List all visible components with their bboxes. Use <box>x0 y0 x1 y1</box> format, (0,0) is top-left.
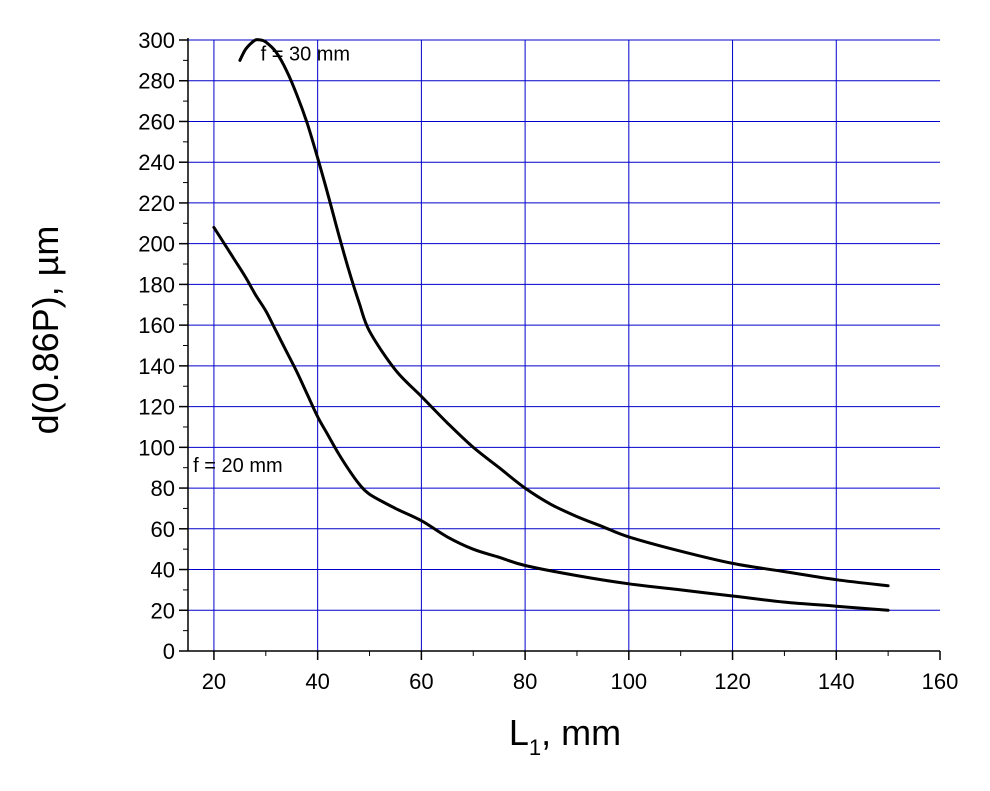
y-tick-label: 120 <box>138 395 175 420</box>
y-tick-label: 100 <box>138 435 175 460</box>
series-line-f30 <box>238 38 890 588</box>
x-tick-label: 160 <box>922 669 959 694</box>
x-tick-label: 40 <box>305 669 329 694</box>
x-axis-title-suffix: , mm <box>541 712 621 753</box>
y-tick-label: 260 <box>138 109 175 134</box>
y-tick-label: 20 <box>151 598 175 623</box>
x-tick-label: 100 <box>610 669 647 694</box>
y-tick-label: 60 <box>151 517 175 542</box>
y-tick-label: 300 <box>138 28 175 53</box>
series-layer <box>212 38 890 612</box>
y-tick-label: 40 <box>151 558 175 583</box>
axes <box>179 38 941 660</box>
y-tick-label: 280 <box>138 69 175 94</box>
series-annotation-f20: f = 20 mm <box>193 455 282 477</box>
y-axis-title: d(0.86P), µm <box>25 226 66 435</box>
grid <box>188 39 940 651</box>
x-tick-label: 80 <box>513 669 537 694</box>
axis-titles: L1, mm d(0.86P), µm <box>25 226 621 760</box>
y-tick-label: 200 <box>138 232 175 257</box>
x-tick-label: 60 <box>409 669 433 694</box>
annotations: f = 30 mm f = 20 mm <box>193 43 350 476</box>
y-tick-label: 180 <box>138 272 175 297</box>
y-tick-label: 140 <box>138 354 175 379</box>
x-axis-title-subscript: 1 <box>529 735 541 760</box>
y-tick-label: 160 <box>138 313 175 338</box>
series-line-f20 <box>212 225 890 612</box>
series-annotation-f30: f = 30 mm <box>261 43 350 65</box>
x-axis-title-main: L <box>509 712 529 753</box>
tick-labels: 20 40 60 80 100 120 140 160 0 20 40 60 80 100 120 140 16… <box>138 28 958 694</box>
y-tick-label: 0 <box>163 639 175 664</box>
y-tick-label: 240 <box>138 150 175 175</box>
x-axis-title: L1, mm <box>509 712 621 760</box>
x-tick-label: 140 <box>818 669 855 694</box>
y-tick-label: 220 <box>138 191 175 216</box>
x-tick-label: 120 <box>714 669 751 694</box>
y-tick-label: 80 <box>151 476 175 501</box>
x-tick-label: 20 <box>202 669 226 694</box>
